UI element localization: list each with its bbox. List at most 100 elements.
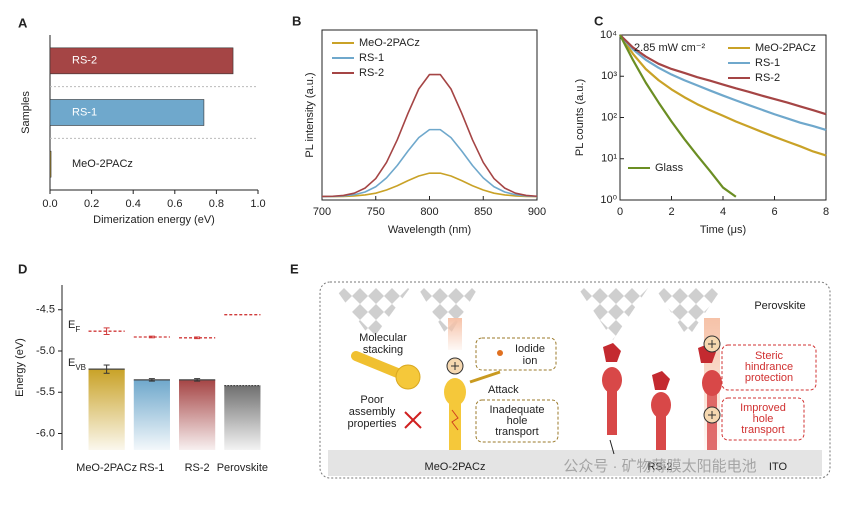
label: hole <box>753 413 774 425</box>
x-tick-label: 0.2 <box>84 198 99 210</box>
legend-label: RS-2 <box>755 72 780 84</box>
legend-label: Glass <box>655 162 684 174</box>
label: Perovskite <box>754 300 805 312</box>
bar <box>179 379 216 450</box>
x-axis-label: Dimerization energy (eV) <box>93 214 215 226</box>
y-tick-label: 10⁰ <box>600 194 617 206</box>
label: Inadequate <box>489 404 544 416</box>
bar <box>88 369 125 450</box>
steric-group <box>603 343 621 362</box>
arrow <box>448 318 462 350</box>
label: Molecular <box>359 332 407 344</box>
bar <box>133 379 170 450</box>
label: ITO <box>769 461 788 473</box>
bolt <box>451 409 459 431</box>
box <box>721 397 805 441</box>
perovskite <box>578 288 648 340</box>
molecule <box>656 410 666 450</box>
arrow <box>609 439 615 455</box>
y-tick-label: 10³ <box>601 70 617 82</box>
x-axis-label: Time (μs) <box>700 224 746 236</box>
molecule <box>449 395 461 450</box>
x-tick-label: 0.4 <box>126 198 141 210</box>
perovskite <box>418 288 478 338</box>
y-tick-label: -5.5 <box>36 386 55 398</box>
panel-label: E <box>290 261 299 276</box>
label: transport <box>495 426 538 438</box>
series-line <box>619 34 737 198</box>
plot-frame <box>321 29 538 201</box>
series-label-sub: F <box>75 325 80 334</box>
x-tick-label: 2 <box>668 206 674 218</box>
steric-group <box>652 371 670 390</box>
box <box>475 399 559 443</box>
label: Steric <box>755 350 784 362</box>
label: ion <box>523 355 538 367</box>
bar <box>224 385 261 450</box>
x-tick-label: 8 <box>823 206 829 218</box>
label: Attack <box>488 384 519 396</box>
series-label-main: E <box>68 357 75 369</box>
series-line <box>321 128 538 198</box>
label: hole <box>507 415 528 427</box>
label: hindrance <box>745 361 793 373</box>
panel-label: B <box>292 13 301 28</box>
series-label: EF <box>68 319 80 334</box>
y-tick-label: 10⁴ <box>600 29 617 41</box>
x-tick-label: 800 <box>420 206 438 218</box>
label: stacking <box>363 344 403 356</box>
panel-label: D <box>18 261 27 276</box>
ito-layer <box>328 450 822 476</box>
ion <box>497 350 503 356</box>
box <box>475 337 557 371</box>
x-tick-label: 4 <box>720 206 726 218</box>
bar-label: MeO-2PACz <box>72 158 133 170</box>
x-tick-label: 6 <box>771 206 777 218</box>
label: RS-2 <box>647 461 672 473</box>
y-axis-label: Energy (eV) <box>14 338 26 397</box>
x-tick-label: 0.0 <box>42 198 57 210</box>
legend-label: RS-1 <box>359 52 384 64</box>
perovskite <box>335 288 410 340</box>
label: Poor <box>360 394 384 406</box>
label: Iodide <box>515 343 545 355</box>
y-axis-label: Samples <box>20 91 32 134</box>
box <box>721 344 817 391</box>
annotation: 2.85 mW cm⁻² <box>634 42 706 54</box>
x-tick-label: RS-1 <box>139 462 164 474</box>
plus <box>451 362 459 370</box>
bar <box>49 99 205 126</box>
x-tick-label: 750 <box>367 206 385 218</box>
molecule <box>351 351 405 379</box>
label: transport <box>741 424 784 436</box>
attack-arrow <box>469 370 501 384</box>
x-axis-label: Wavelength (nm) <box>388 224 471 236</box>
cross <box>404 411 422 429</box>
legend-label: MeO-2PACz <box>359 37 420 49</box>
plus <box>708 411 716 419</box>
label: assembly <box>349 406 396 418</box>
label: protection <box>745 372 793 384</box>
series-line <box>619 34 827 157</box>
panel-label: C <box>594 13 604 28</box>
y-tick-label: 10¹ <box>601 153 617 165</box>
y-tick-label: -6.0 <box>36 427 55 439</box>
y-tick-label: -4.5 <box>36 304 55 316</box>
molecule <box>607 385 617 435</box>
bar-label: RS-2 <box>72 55 97 67</box>
x-tick-label: 0 <box>617 206 623 218</box>
legend-label: RS-1 <box>755 57 780 69</box>
series-line <box>619 34 827 116</box>
y-tick-label: 10² <box>601 111 617 123</box>
bar-label: RS-1 <box>72 106 97 118</box>
x-tick-label: 1.0 <box>250 198 265 210</box>
y-axis-label: PL intensity (a.u.) <box>304 72 316 157</box>
label: MeO-2PACz <box>425 461 486 473</box>
frame <box>319 281 831 479</box>
y-axis-label: PL counts (a.u.) <box>574 79 586 156</box>
x-tick-label: 0.8 <box>209 198 224 210</box>
legend-label: RS-2 <box>359 67 384 79</box>
series-label: EVB <box>68 357 86 372</box>
perovskite <box>655 288 722 338</box>
